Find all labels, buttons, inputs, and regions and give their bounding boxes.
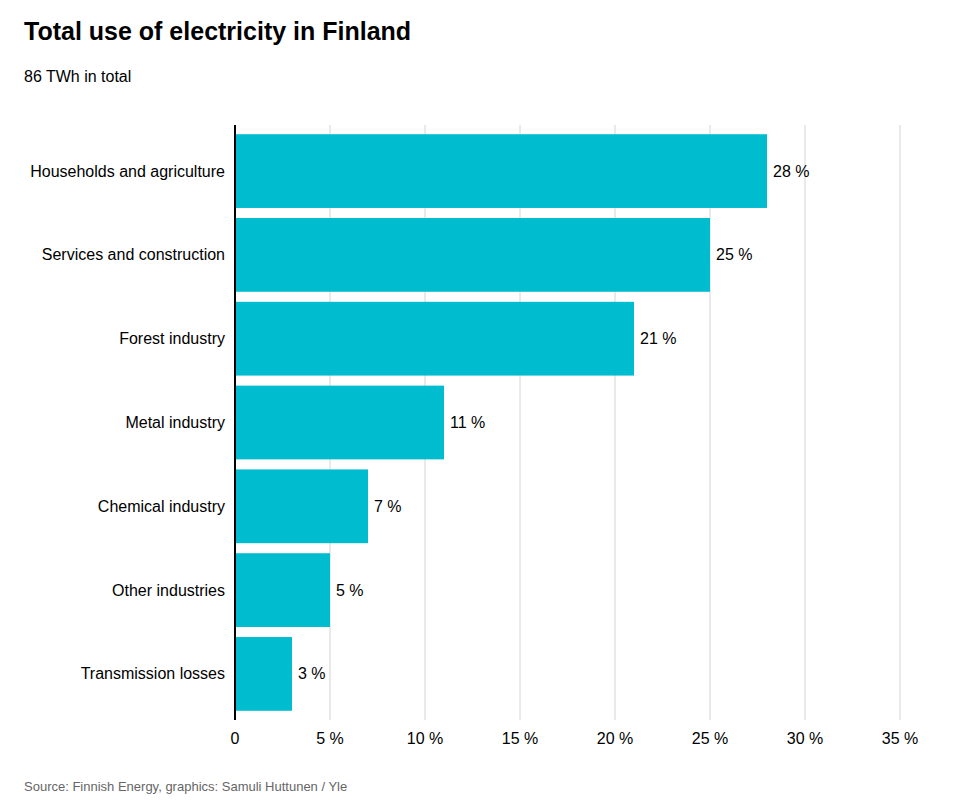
grid-line [710,125,711,720]
data-label: 28 % [773,163,809,180]
category-label: Transmission losses [81,665,225,682]
bar [235,386,444,460]
x-tick-label: 15 % [502,730,538,747]
data-label: 5 % [336,582,364,599]
grid-line [615,125,616,720]
bar [235,302,634,376]
category-label: Metal industry [125,414,225,431]
bar [235,553,330,627]
category-label: Chemical industry [98,498,225,515]
title: Total use of electricity in Finland [24,17,411,45]
bar [235,637,292,711]
bar [235,469,368,543]
x-tick-label: 20 % [597,730,633,747]
grid-line [805,125,806,720]
chart: Total use of electricity in Finland 86 TW… [0,0,959,803]
grid [235,125,900,720]
grid-line [235,125,236,720]
x-tick-label: 35 % [882,730,918,747]
category-label: Forest industry [119,330,225,347]
x-tick-label: 10 % [407,730,443,747]
category-label: Households and agriculture [30,163,225,180]
data-label: 11 % [450,414,485,431]
grid-line [900,125,901,720]
subtitle: 86 TWh in total [24,68,131,85]
x-tick-label: 25 % [692,730,728,747]
category-label: Services and construction [42,246,225,263]
data-label: 25 % [716,246,752,263]
source-note: Source: Finnish Energy, graphics: Samuli… [24,779,347,794]
y-axis-line [234,125,236,720]
data-label: 3 % [298,665,326,682]
x-tick-label: 30 % [787,730,823,747]
x-tick-label: 0 [231,730,240,747]
grid-line [520,125,521,720]
bars [235,134,767,711]
labels: Households and agriculture 28 % Services a… [30,163,809,683]
data-label: 7 % [374,498,402,515]
data-label: 21 % [640,330,676,347]
bar [235,218,710,292]
category-label: Other industries [112,582,225,599]
bar [235,134,767,208]
x-tick-label: 5 % [316,730,344,747]
